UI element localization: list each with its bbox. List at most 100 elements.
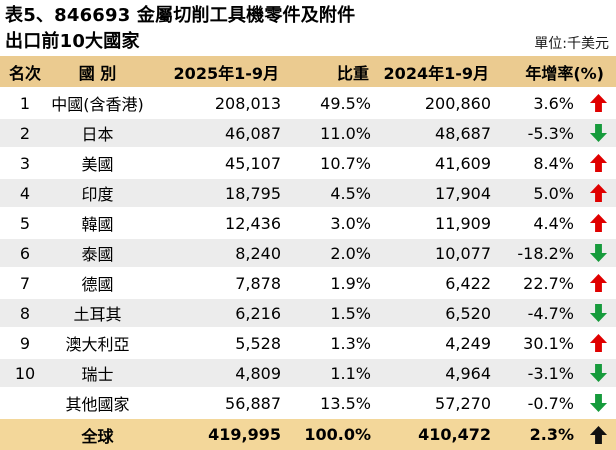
header-2025: 2025年1-9月 — [173, 63, 279, 83]
page-title-line2: 出口前10大國家 — [5, 31, 140, 52]
table-row: 9 澳大利亞 5,528 1.3% 4,249 30.1% — [0, 327, 616, 357]
trend-up-icon — [589, 93, 607, 113]
yoy-cell: -0.7% — [527, 393, 574, 413]
country-cell: 美國 — [81, 155, 114, 174]
table-row: 3 美國 45,107 10.7% 41,609 8.4% — [0, 147, 616, 177]
country-cell: 其他國家 — [65, 395, 130, 414]
trend-down-icon — [589, 123, 607, 143]
yoy-cell: 4.4% — [533, 213, 574, 233]
trend-cell — [580, 213, 616, 233]
yoy-cell: 3.6% — [533, 93, 574, 113]
trend-cell — [580, 183, 616, 203]
share-cell: 10.7% — [320, 153, 371, 173]
table-row: 1 中國(含香港) 208,013 49.5% 200,860 3.6% — [0, 87, 616, 117]
country-cell: 土耳其 — [73, 305, 122, 324]
rank-cell: 8 — [19, 303, 31, 323]
value-2025-cell: 56,887 — [225, 393, 281, 413]
country-cell: 印度 — [81, 185, 114, 204]
trend-down-icon — [589, 303, 607, 323]
value-2024-cell: 4,249 — [445, 333, 491, 353]
value-2025-cell: 8,240 — [235, 243, 281, 263]
table-row: 其他國家 56,887 13.5% 57,270 -0.7% — [0, 387, 616, 417]
value-2025-cell: 6,216 — [235, 303, 281, 323]
rank-cell: 4 — [19, 183, 31, 203]
share-cell: 100.0% — [304, 425, 371, 444]
share-cell: 2.0% — [330, 243, 371, 263]
value-2025-cell: 5,528 — [235, 333, 281, 353]
share-cell: 1.3% — [330, 333, 371, 353]
table-row: 4 印度 18,795 4.5% 17,904 5.0% — [0, 177, 616, 207]
yoy-cell: -3.1% — [527, 363, 574, 383]
trend-cell — [580, 303, 616, 323]
trend-down-icon — [589, 363, 607, 383]
value-2025-cell: 419,995 — [208, 425, 281, 444]
rank-cell: 7 — [19, 273, 31, 293]
value-2025-cell: 45,107 — [225, 153, 281, 173]
share-cell: 1.1% — [330, 363, 371, 383]
header-country: 國 別 — [78, 63, 117, 83]
trend-cell — [580, 425, 616, 445]
title-block: 表5、846693 金屬切削工具機零件及附件 出口前10大國家 單位:千美元 — [0, 0, 616, 56]
trend-cell — [580, 123, 616, 143]
value-2024-cell: 17,904 — [435, 183, 491, 203]
header-2024: 2024年1-9月 — [383, 63, 489, 83]
trend-cell — [580, 333, 616, 353]
country-cell: 德國 — [81, 275, 114, 294]
yoy-cell: 5.0% — [533, 183, 574, 203]
value-2024-cell: 4,964 — [445, 363, 491, 383]
value-2024-cell: 410,472 — [418, 425, 491, 444]
share-cell: 11.0% — [320, 123, 371, 143]
value-2025-cell: 18,795 — [225, 183, 281, 203]
trend-up-icon — [589, 425, 607, 444]
rank-cell: 1 — [19, 93, 31, 113]
country-cell: 全球 — [81, 426, 114, 446]
yoy-cell: 2.3% — [529, 425, 574, 444]
country-cell: 泰國 — [81, 245, 114, 264]
yoy-cell: 22.7% — [523, 273, 574, 293]
share-cell: 13.5% — [320, 393, 371, 413]
country-cell: 澳大利亞 — [65, 335, 130, 354]
rank-cell: 6 — [19, 243, 31, 263]
header-yoy: 年增率(%) — [525, 63, 604, 83]
share-cell: 3.0% — [330, 213, 371, 233]
value-2024-cell: 11,909 — [435, 213, 491, 233]
trend-up-icon — [589, 333, 607, 353]
trend-down-icon — [589, 393, 607, 413]
table-row: 10 瑞士 4,809 1.1% 4,964 -3.1% — [0, 357, 616, 387]
table-row: 6 泰國 8,240 2.0% 10,077 -18.2% — [0, 237, 616, 267]
rank-cell: 3 — [19, 153, 31, 173]
unit-label: 單位:千美元 — [534, 36, 609, 52]
trend-cell — [580, 243, 616, 263]
value-2024-cell: 200,860 — [424, 93, 491, 113]
header-rank: 名次 — [8, 63, 41, 83]
table-row: 8 土耳其 6,216 1.5% 6,520 -4.7% — [0, 297, 616, 327]
share-cell: 4.5% — [330, 183, 371, 203]
rank-cell: 10 — [14, 363, 36, 383]
value-2025-cell: 208,013 — [214, 93, 281, 113]
country-cell: 日本 — [81, 125, 114, 144]
rank-cell: 9 — [19, 333, 31, 353]
trend-cell — [580, 363, 616, 383]
trend-cell — [580, 153, 616, 173]
table-body: 1 中國(含香港) 208,013 49.5% 200,860 3.6% 2 日本 46,087… — [0, 87, 616, 450]
trend-cell — [580, 273, 616, 293]
country-cell: 中國(含香港) — [51, 95, 144, 114]
table-row: 5 韓國 12,436 3.0% 11,909 4.4% — [0, 207, 616, 237]
value-2024-cell: 10,077 — [435, 243, 491, 263]
yoy-cell: -5.3% — [527, 123, 574, 143]
table-header: 名次 國 別 2025年1-9月 比重 2024年1-9月 年增率(%) — [0, 56, 616, 87]
value-2024-cell: 6,520 — [445, 303, 491, 323]
value-2025-cell: 12,436 — [225, 213, 281, 233]
page-title-line1: 表5、846693 金屬切削工具機零件及附件 — [5, 5, 356, 26]
rank-cell: 2 — [19, 123, 31, 143]
yoy-cell: 30.1% — [523, 333, 574, 353]
value-2024-cell: 48,687 — [435, 123, 491, 143]
yoy-cell: -18.2% — [517, 243, 574, 263]
share-cell: 1.5% — [330, 303, 371, 323]
trend-cell — [580, 393, 616, 413]
share-cell: 1.9% — [330, 273, 371, 293]
value-2024-cell: 6,422 — [445, 273, 491, 293]
yoy-cell: -4.7% — [527, 303, 574, 323]
yoy-cell: 8.4% — [533, 153, 574, 173]
table-row: 7 德國 7,878 1.9% 6,422 22.7% — [0, 267, 616, 297]
